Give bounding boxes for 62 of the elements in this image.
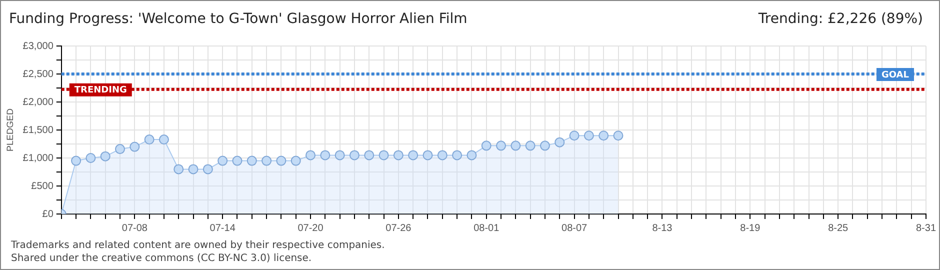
point	[584, 130, 594, 141]
point	[130, 142, 140, 152]
y-tick-label: £1,500	[22, 124, 54, 136]
ref-line-label: GOAL	[881, 70, 910, 80]
point	[276, 156, 286, 166]
point	[306, 150, 316, 160]
point	[613, 130, 624, 141]
point	[510, 140, 521, 151]
point	[290, 156, 301, 166]
point	[598, 130, 609, 141]
point	[349, 150, 360, 160]
x-tick-label: 07-08	[122, 222, 148, 234]
point	[158, 134, 169, 145]
x-tick-label: 8-13	[652, 222, 673, 234]
point	[408, 150, 418, 160]
point	[422, 150, 433, 160]
point	[86, 153, 96, 163]
x-tick-label: 8-31	[916, 222, 936, 234]
x-tick-label: 8-19	[740, 222, 761, 234]
point	[232, 156, 242, 166]
point	[320, 150, 330, 160]
y-tick-label: £2,000	[22, 96, 54, 108]
y-tick-label: £2,500	[22, 68, 54, 80]
point	[393, 150, 404, 160]
x-tick-label: 07-20	[298, 222, 324, 234]
point	[437, 150, 448, 160]
x-tick-label: 8-25	[828, 222, 849, 234]
y-tick-label: £1,000	[22, 152, 54, 164]
point	[188, 164, 198, 174]
point	[218, 156, 228, 166]
x-tick-label: 08-01	[474, 222, 500, 234]
y-axis-title: PLEDGED	[4, 108, 15, 152]
point	[496, 140, 506, 151]
x-tick-label: 07-26	[386, 222, 412, 234]
y-tick-label: £500	[31, 180, 54, 192]
point	[115, 144, 126, 154]
point	[378, 150, 389, 160]
point	[100, 151, 110, 162]
point	[540, 140, 550, 151]
point	[452, 150, 462, 160]
y-tick-label: £0	[42, 208, 54, 220]
y-tick-label: £3,000	[22, 40, 54, 52]
point	[569, 130, 580, 141]
point	[71, 156, 82, 166]
point	[364, 150, 374, 160]
point	[481, 140, 492, 151]
point	[525, 140, 536, 151]
point	[174, 164, 184, 174]
point	[262, 156, 272, 166]
point	[334, 150, 345, 160]
point	[466, 150, 477, 160]
text: Shared under the creative commons (CC BY-NC 3.0) license.	[11, 253, 312, 264]
text: Trademarks and related content are owned by their respective companies.	[11, 240, 385, 251]
chart-title: Funding Progress: 'Welcome to G-Town' Glasgow Horror Alien Film	[9, 11, 468, 27]
point	[202, 164, 213, 174]
x-tick-label: 08-07	[562, 222, 588, 234]
ref-line-label: TRENDING	[74, 86, 127, 96]
point	[246, 156, 257, 166]
x-tick-label: 07-14	[210, 222, 236, 234]
chart-subtitle: Trending: £2,226 (89%)	[758, 11, 923, 27]
point	[144, 134, 154, 145]
point	[554, 137, 565, 148]
